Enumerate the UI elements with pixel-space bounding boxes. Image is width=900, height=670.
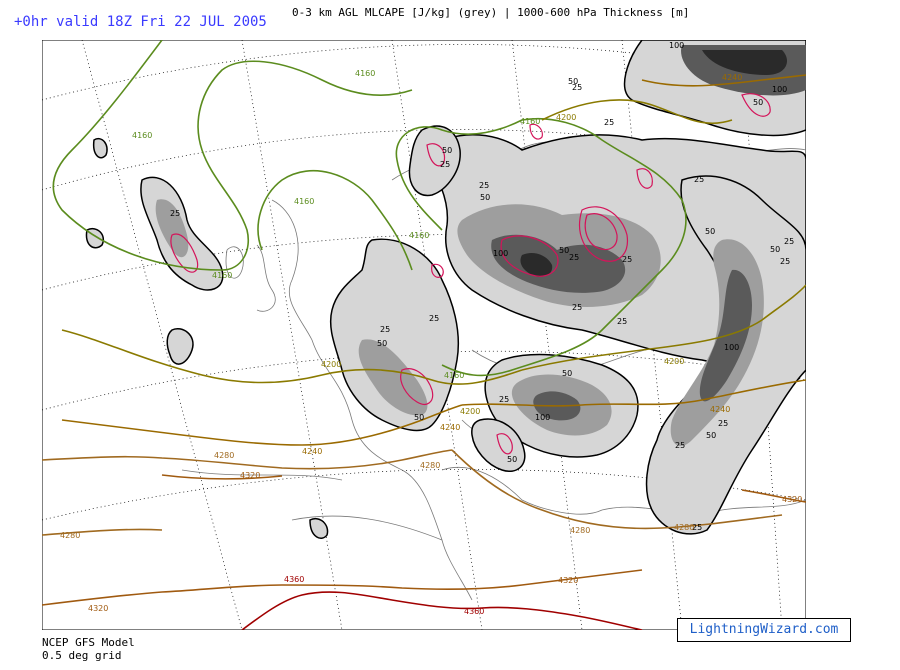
thickness-label-4240: 4240 [440, 423, 460, 432]
thickness-label-4160: 4160 [294, 197, 314, 206]
cape-value-labels: 25 50 25 25 50 100 50 25 25 25 25 25 50 … [170, 41, 794, 532]
cape-label-50: 50 [414, 413, 424, 422]
thickness-label-4160: 4160 [132, 131, 152, 140]
cape-label-25: 25 [718, 419, 728, 428]
thickness-label-4160: 4160 [212, 271, 232, 280]
cape-label-25: 25 [692, 523, 702, 532]
thickness-label-4160: 4160 [409, 231, 429, 240]
cape-label-50: 50 [753, 98, 763, 107]
thickness-label-4320: 4320 [240, 471, 260, 480]
cape-label-25: 25 [170, 209, 180, 218]
cape-label-50: 50 [562, 369, 572, 378]
cape-label-25: 25 [440, 160, 450, 169]
cape-label-25: 25 [675, 441, 685, 450]
cape-label-25: 25 [604, 118, 614, 127]
thickness-label-4280: 4280 [60, 531, 80, 540]
cape-label-100: 100 [493, 249, 508, 258]
thickness-label-4160: 4160 [520, 117, 540, 126]
cape-label-50: 50 [706, 431, 716, 440]
cape-label-25: 25 [694, 175, 704, 184]
thickness-contours [42, 40, 806, 630]
thickness-label-4200: 4200 [321, 360, 341, 369]
cape-shading [85, 40, 806, 539]
cape-label-50: 50 [568, 77, 578, 86]
cape-label-50: 50 [377, 339, 387, 348]
thickness-label-4320: 4320 [782, 495, 802, 504]
cape-label-50: 50 [480, 193, 490, 202]
thickness-label-4240: 4240 [722, 73, 742, 82]
thickness-label-4360: 4360 [464, 607, 484, 616]
cape-label-25: 25 [429, 314, 439, 323]
cape-label-25: 25 [479, 181, 489, 190]
cape-label-50: 50 [770, 245, 780, 254]
thickness-label-4280: 4280 [214, 451, 234, 460]
thickness-label-4200: 4200 [556, 113, 576, 122]
thickness-label-4320: 4320 [558, 576, 578, 585]
cape-label-100: 100 [669, 41, 684, 50]
cape-label-100: 100 [724, 343, 739, 352]
cape-label-100: 100 [772, 85, 787, 94]
grid-resolution-label: 0.5 deg grid [42, 649, 122, 662]
cape-label-25: 25 [380, 325, 390, 334]
cape-label-50: 50 [705, 227, 715, 236]
thickness-label-4200: 4200 [664, 357, 684, 366]
cape-magenta-contours [170, 93, 771, 455]
forecast-map: 25 50 25 25 50 100 50 25 25 25 25 25 50 … [42, 40, 806, 630]
cape-label-25: 25 [569, 253, 579, 262]
cape-label-25: 25 [622, 255, 632, 264]
valid-time-label: +0hr valid 18Z Fri 22 JUL 2005 [14, 14, 267, 30]
cape-label-50: 50 [507, 455, 517, 464]
thickness-label-4280: 4280 [674, 523, 694, 532]
cape-label-25: 25 [780, 257, 790, 266]
cape-label-25: 25 [499, 395, 509, 404]
thickness-label-4200: 4200 [460, 407, 480, 416]
cape-label-50: 50 [559, 246, 569, 255]
thickness-label-4360: 4360 [284, 575, 304, 584]
brand-watermark[interactable]: LightningWizard.com [677, 618, 851, 642]
thickness-label-4160: 4160 [355, 69, 375, 78]
cape-label-25: 25 [784, 237, 794, 246]
thickness-label-4280: 4280 [420, 461, 440, 470]
cape-label-25: 25 [617, 317, 627, 326]
model-label: NCEP GFS Model [42, 636, 135, 649]
thickness-label-4240: 4240 [710, 405, 730, 414]
map-title: 0-3 km AGL MLCAPE [J/kg] (grey) | 1000-6… [292, 6, 690, 19]
cape-label-25: 25 [572, 303, 582, 312]
cape-label-25: 25 [572, 83, 582, 92]
thickness-value-labels: 4160 4160 4160 4160 4160 4160 4160 4200 … [60, 69, 802, 616]
cape-label-100: 100 [535, 413, 550, 422]
cape-label-50: 50 [442, 146, 452, 155]
thickness-label-4280: 4280 [570, 526, 590, 535]
thickness-label-4240: 4240 [302, 447, 322, 456]
thickness-label-4320: 4320 [88, 604, 108, 613]
thickness-label-4160: 4160 [444, 371, 464, 380]
